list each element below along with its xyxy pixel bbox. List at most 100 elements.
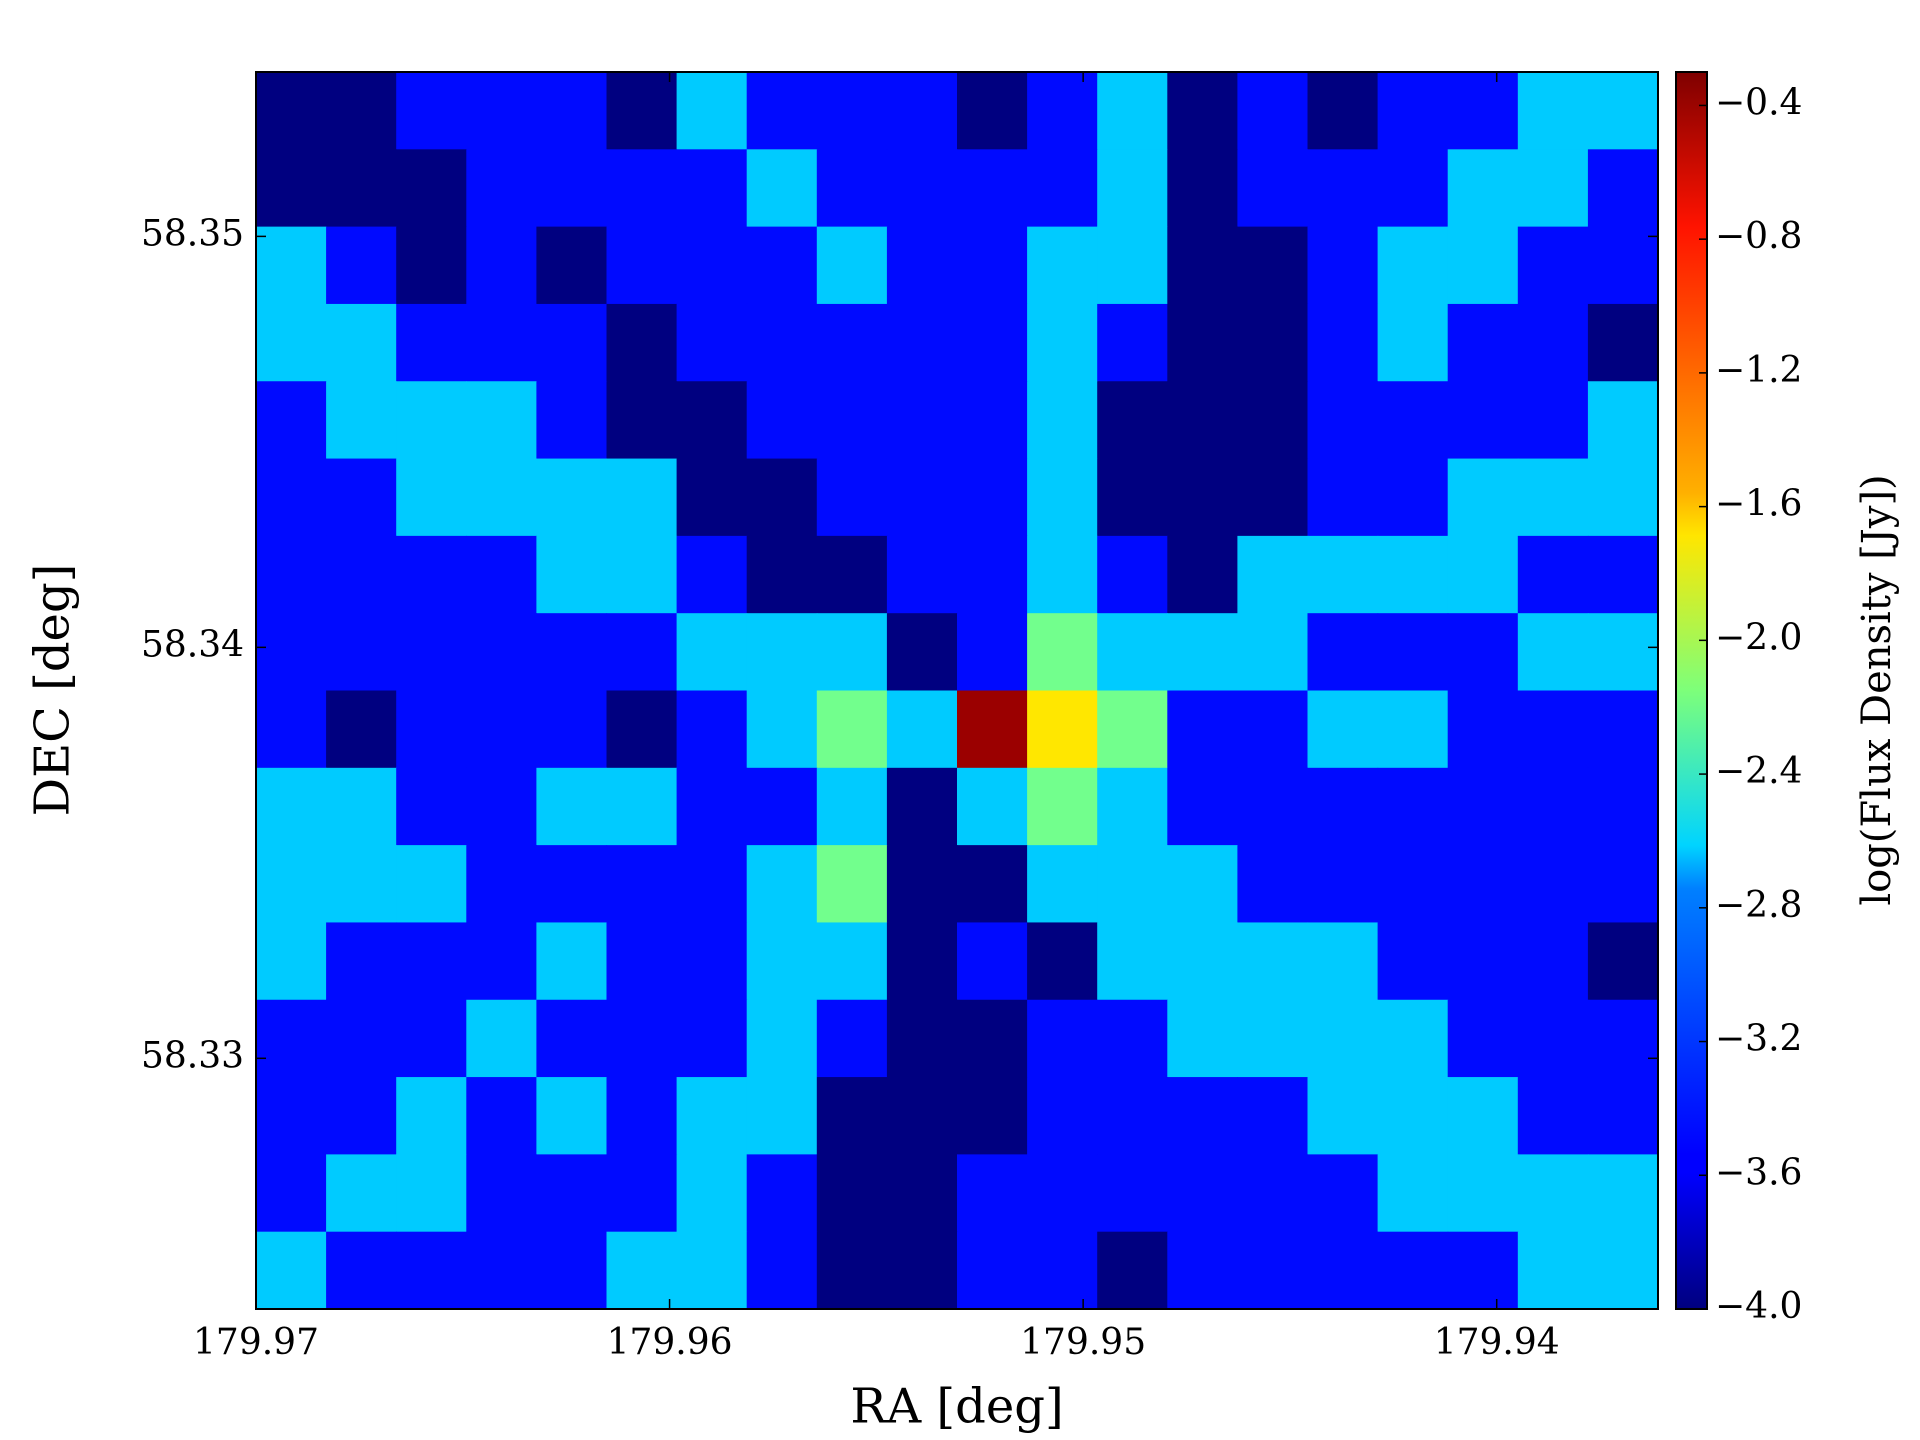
- heatmap-cell: [536, 226, 608, 305]
- heatmap-cell: [1097, 535, 1168, 614]
- heatmap-cell: [326, 381, 397, 460]
- heatmap-cell: [957, 535, 1028, 614]
- colorbar-tick-label: −1.6: [1715, 484, 1802, 525]
- heatmap-cell: [396, 535, 467, 614]
- y-tick-label: 58.33: [141, 1035, 244, 1076]
- heatmap-cell: [1517, 458, 1589, 537]
- heatmap-cell: [606, 72, 678, 150]
- heatmap-cell: [1587, 999, 1659, 1078]
- heatmap-cell: [676, 690, 748, 769]
- heatmap-cell: [746, 845, 818, 924]
- heatmap-cell: [957, 845, 1028, 924]
- heatmap-cell: [816, 381, 888, 460]
- heatmap-cell: [326, 845, 397, 924]
- heatmap-cell: [256, 303, 327, 382]
- heatmap-cell: [326, 226, 397, 305]
- heatmap-cell: [1307, 1231, 1379, 1310]
- heatmap-cell: [957, 999, 1028, 1078]
- heatmap-cell: [1517, 72, 1589, 150]
- heatmap-cell: [326, 767, 397, 846]
- heatmap-cell: [1377, 690, 1449, 769]
- heatmap-cell: [1377, 149, 1449, 228]
- heatmap-cell: [256, 999, 327, 1078]
- heatmap-cell: [1167, 381, 1238, 460]
- heatmap-cell: [1097, 72, 1168, 150]
- heatmap-cell: [1377, 458, 1449, 537]
- heatmap-cell: [1097, 458, 1168, 537]
- heatmap-cell: [256, 458, 327, 537]
- heatmap-cell: [1447, 767, 1519, 846]
- heatmap-cell: [606, 613, 678, 692]
- heatmap-cell: [1307, 922, 1379, 1001]
- heatmap-cell: [1447, 381, 1519, 460]
- heatmap-cell: [1167, 535, 1238, 614]
- heatmap-cell: [1447, 458, 1519, 537]
- heatmap-cell: [326, 1231, 397, 1310]
- heatmap-cell: [886, 303, 958, 382]
- heatmap-cell: [1377, 1077, 1449, 1155]
- heatmap-cell: [326, 922, 397, 1001]
- colorbar-tick-label: −2.0: [1715, 617, 1802, 658]
- heatmap-cell: [536, 1154, 608, 1233]
- heatmap-cell: [1447, 922, 1519, 1001]
- heatmap-cell: [746, 1231, 818, 1310]
- heatmap-cell: [1587, 613, 1659, 692]
- heatmap-cell: [1167, 1154, 1238, 1233]
- heatmap-cell: [1377, 922, 1449, 1001]
- heatmap-cell: [746, 767, 818, 846]
- heatmap-cell: [1587, 535, 1659, 614]
- heatmap-cell: [1237, 535, 1309, 614]
- heatmap-cell: [466, 72, 537, 150]
- heatmap-cell: [1447, 72, 1519, 150]
- heatmap-cell: [746, 1077, 818, 1155]
- heatmap-cell: [886, 226, 958, 305]
- heatmap-cell: [1517, 922, 1589, 1001]
- heatmap-cell: [957, 458, 1028, 537]
- heatmap-cell: [1377, 767, 1449, 846]
- heatmap-cell: [1097, 149, 1168, 228]
- heatmap-cell: [816, 458, 888, 537]
- heatmap-cell: [606, 535, 678, 614]
- heatmap-cell: [256, 149, 327, 228]
- heatmap-cell: [466, 381, 537, 460]
- heatmap-cell: [1587, 226, 1659, 305]
- heatmap-cell: [1027, 458, 1098, 537]
- heatmap-cell: [957, 1231, 1028, 1310]
- heatmap-cell: [396, 845, 467, 924]
- heatmap-cell: [1237, 1077, 1309, 1155]
- heatmap-cell: [256, 535, 327, 614]
- heatmap-cell: [1447, 845, 1519, 924]
- heatmap-cell: [886, 1154, 958, 1233]
- heatmap-cell: [1377, 535, 1449, 614]
- heatmap-cell: [466, 226, 537, 305]
- heatmap-cell: [957, 613, 1028, 692]
- heatmap-cell: [1307, 535, 1379, 614]
- heatmap-cell: [536, 72, 608, 150]
- heatmap-cell: [886, 381, 958, 460]
- heatmap-cell: [256, 690, 327, 769]
- heatmap-cell: [746, 149, 818, 228]
- heatmap-cell: [256, 1077, 327, 1155]
- colorbar: [1675, 71, 1708, 1310]
- heatmap-cell: [1307, 226, 1379, 305]
- heatmap-cell: [1587, 149, 1659, 228]
- heatmap-cell: [606, 1077, 678, 1155]
- heatmap-cell: [676, 1231, 748, 1310]
- heatmap-cell: [676, 458, 748, 537]
- heatmap-cell: [536, 922, 608, 1001]
- heatmap-cell: [1167, 226, 1238, 305]
- heatmap-cell: [1307, 767, 1379, 846]
- heatmap-cell: [536, 999, 608, 1078]
- heatmap-cell: [1167, 149, 1238, 228]
- heatmap-cell: [256, 72, 327, 150]
- heatmap-cell: [606, 922, 678, 1001]
- heatmap-cell: [1167, 767, 1238, 846]
- heatmap-cell: [536, 767, 608, 846]
- heatmap-cell: [256, 613, 327, 692]
- heatmap-cell: [536, 458, 608, 537]
- heatmap-cell: [1237, 72, 1309, 150]
- heatmap-cell: [957, 1077, 1028, 1155]
- heatmap-cell: [606, 999, 678, 1078]
- heatmap-cell: [396, 922, 467, 1001]
- heatmap-cell: [1027, 1077, 1098, 1155]
